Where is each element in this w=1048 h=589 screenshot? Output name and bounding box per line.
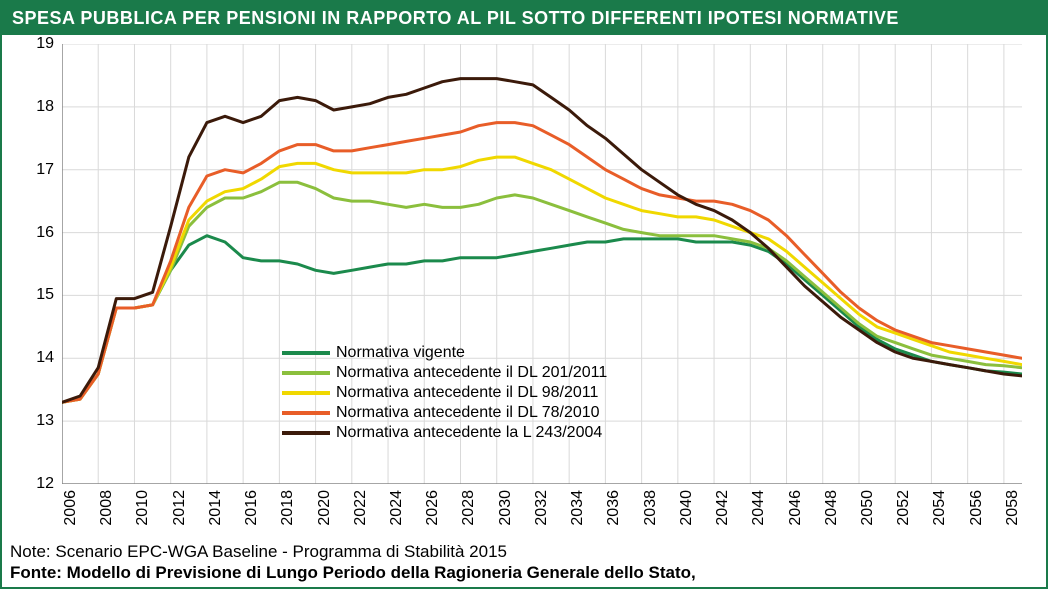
plot-area: 1213141516171819 20062008201020122014201… [62, 44, 1022, 484]
legend-label: Normativa antecedente il DL 201/2011 [336, 364, 607, 382]
legend-label: Normativa vigente [336, 344, 465, 362]
x-tick-label: 2020 [316, 490, 334, 526]
legend-item: Normativa antecedente il DL 201/2011 [282, 364, 607, 382]
legend: Normativa vigente Normativa antecedente i… [282, 344, 607, 444]
x-tick-label: 2030 [497, 490, 515, 526]
x-tick-label: 2044 [750, 490, 768, 526]
chart-container: SPESA PUBBLICA PER PENSIONI IN RAPPORTO … [0, 0, 1048, 589]
y-tick-label: 19 [36, 35, 54, 53]
x-tick-label: 2006 [62, 490, 80, 526]
note-text: Note: Scenario EPC-WGA Baseline - Progra… [10, 541, 696, 562]
y-tick-label: 15 [36, 286, 54, 304]
x-tick-label: 2042 [714, 490, 732, 526]
y-tick-label: 17 [36, 161, 54, 179]
legend-swatch [282, 431, 330, 435]
x-tick-label: 2038 [642, 490, 660, 526]
x-tick-label: 2058 [1004, 490, 1022, 526]
x-tick-label: 2046 [787, 490, 805, 526]
x-tick-label: 2022 [352, 490, 370, 526]
legend-label: Normativa antecedente la L 243/2004 [336, 424, 602, 442]
x-tick-label: 2012 [171, 490, 189, 526]
y-tick-label: 18 [36, 98, 54, 116]
legend-label: Normativa antecedente il DL 98/2011 [336, 384, 598, 402]
x-tick-label: 2018 [279, 490, 297, 526]
x-tick-label: 2056 [968, 490, 986, 526]
x-tick-label: 2008 [98, 490, 116, 526]
x-tick-label: 2024 [388, 490, 406, 526]
x-tick-label: 2032 [533, 490, 551, 526]
x-tick-label: 2050 [859, 490, 877, 526]
legend-item: Normativa antecedente la L 243/2004 [282, 424, 607, 442]
x-tick-label: 2048 [823, 490, 841, 526]
legend-swatch [282, 351, 330, 355]
source-text: Fonte: Modello di Previsione di Lungo Pe… [10, 562, 696, 583]
chart-title: SPESA PUBBLICA PER PENSIONI IN RAPPORTO … [2, 2, 1046, 35]
x-tick-label: 2034 [569, 490, 587, 526]
legend-item: Normativa vigente [282, 344, 607, 362]
legend-swatch [282, 371, 330, 375]
x-tick-label: 2036 [605, 490, 623, 526]
chart-notes: Note: Scenario EPC-WGA Baseline - Progra… [10, 541, 696, 584]
y-tick-label: 12 [36, 475, 54, 493]
legend-item: Normativa antecedente il DL 78/2010 [282, 404, 607, 422]
legend-label: Normativa antecedente il DL 78/2010 [336, 404, 600, 422]
x-tick-label: 2052 [895, 490, 913, 526]
y-tick-label: 14 [36, 349, 54, 367]
x-tick-label: 2010 [134, 490, 152, 526]
y-tick-label: 16 [36, 224, 54, 242]
legend-swatch [282, 391, 330, 395]
x-tick-label: 2054 [931, 490, 949, 526]
x-tick-label: 2016 [243, 490, 261, 526]
x-tick-label: 2014 [207, 490, 225, 526]
y-tick-label: 13 [36, 412, 54, 430]
legend-item: Normativa antecedente il DL 98/2011 [282, 384, 607, 402]
x-tick-label: 2028 [460, 490, 478, 526]
legend-swatch [282, 411, 330, 415]
x-tick-label: 2040 [678, 490, 696, 526]
x-tick-label: 2026 [424, 490, 442, 526]
